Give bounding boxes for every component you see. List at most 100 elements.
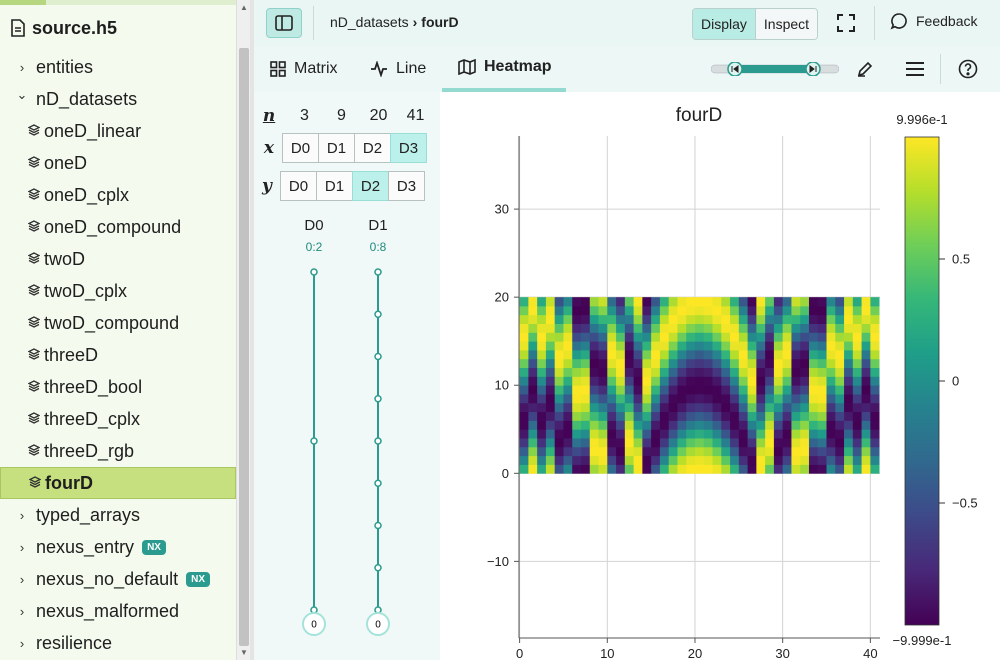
tree-item-label: oneD xyxy=(44,152,88,173)
heatmap-cells xyxy=(519,297,880,474)
tree-dataset[interactable]: fourD xyxy=(0,467,236,499)
tree-group[interactable]: › nexus_entry NX xyxy=(0,531,236,563)
heatmap-cell xyxy=(765,455,775,465)
edit-domain-button[interactable] xyxy=(856,60,874,83)
heatmap-cell xyxy=(844,350,854,360)
sidebar-scrollbar[interactable]: ▲ ▼ xyxy=(236,0,250,660)
feedback-button[interactable]: Feedback xyxy=(890,12,977,30)
layers-icon xyxy=(27,443,41,459)
heatmap-cell xyxy=(738,297,748,307)
slider-handle-value: 0 xyxy=(311,620,317,631)
heatmap-cell xyxy=(528,429,538,439)
heatmap-cell xyxy=(765,402,775,413)
x-dim-button[interactable]: D3 xyxy=(390,133,427,163)
sidebar-scrollbar-thumb[interactable] xyxy=(239,48,249,646)
heatmap-cell xyxy=(694,446,705,457)
heatmap-cell xyxy=(730,438,740,448)
y-dim-button[interactable]: D2 xyxy=(352,171,389,201)
x-dim-button[interactable]: D0 xyxy=(282,133,319,163)
tree-group[interactable]: › entities xyxy=(0,51,236,83)
tree-item-label: threeD xyxy=(44,344,99,365)
heatmap-cell xyxy=(537,358,547,369)
tree-group[interactable]: › nexus_no_default NX xyxy=(0,563,236,595)
help-button[interactable] xyxy=(958,59,978,84)
heatmap-cell xyxy=(712,394,722,404)
heatmap-cell xyxy=(773,341,784,351)
heatmap-cell xyxy=(844,376,854,386)
heatmap-cell xyxy=(791,402,801,413)
heatmap-cell xyxy=(519,446,529,457)
heatmap-cell xyxy=(616,332,626,342)
tree-dataset[interactable]: threeD_bool xyxy=(0,371,236,403)
heatmap-cell xyxy=(738,367,748,377)
heatmap-cell xyxy=(730,464,740,474)
heatmap-cell xyxy=(756,394,766,404)
display-button[interactable]: Display xyxy=(693,9,755,39)
x-dim-button[interactable]: D1 xyxy=(318,133,355,163)
tree-dataset[interactable]: twoD_cplx xyxy=(0,275,236,307)
tree-dataset[interactable]: oneD_linear xyxy=(0,115,236,147)
tab-heatmap[interactable]: Heatmap xyxy=(442,46,566,92)
tab-matrix[interactable]: Matrix xyxy=(270,46,338,92)
heatmap-cell xyxy=(861,455,871,465)
sidebar-resize-handle[interactable] xyxy=(250,0,254,660)
tree-dataset[interactable]: oneD xyxy=(0,147,236,179)
tree-group[interactable]: › resilience xyxy=(0,627,236,659)
heatmap-cell xyxy=(835,358,845,369)
heatmap-cell xyxy=(773,455,784,465)
heatmap-cell xyxy=(747,420,757,430)
menu-button[interactable] xyxy=(904,60,926,83)
slider-stop xyxy=(310,437,318,445)
heatmap-cell xyxy=(580,411,591,421)
heatmap-cell xyxy=(782,305,792,316)
fullscreen-button[interactable] xyxy=(834,10,858,36)
heatmap-cell xyxy=(870,376,880,386)
heatmap-chart[interactable]: fourD 0 10 20 30 40 −10 0 10 20 30 9.996e-1 −9.999e-… xyxy=(440,92,1000,661)
file-root[interactable]: source.h5 xyxy=(0,12,236,44)
tree-group[interactable]: › typed_arrays xyxy=(0,499,236,531)
heatmap-cell xyxy=(537,332,547,342)
tab-line[interactable]: Line xyxy=(370,46,426,92)
heatmap-cell xyxy=(712,420,722,430)
heatmap-cell xyxy=(677,341,687,351)
tree-dataset[interactable]: threeD_cplx xyxy=(0,403,236,435)
heatmap-cell xyxy=(651,350,661,360)
heatmap-cell xyxy=(712,358,722,369)
heatmap-cell xyxy=(545,314,556,324)
colorbar xyxy=(904,136,940,626)
inspect-button[interactable]: Inspect xyxy=(754,9,818,39)
heatmap-cell xyxy=(747,323,757,333)
tree-dataset[interactable]: oneD_compound xyxy=(0,211,236,243)
x-dim-button[interactable]: D2 xyxy=(354,133,391,163)
heatmap-cell xyxy=(624,385,635,395)
tree-dataset[interactable]: threeD_rgb xyxy=(0,435,236,467)
heatmap-cell xyxy=(659,314,670,324)
heatmap-cell xyxy=(765,323,775,333)
breadcrumb-current: fourD xyxy=(421,14,459,30)
heatmap-cell xyxy=(616,411,626,421)
colormap-range-slider[interactable] xyxy=(711,62,839,76)
heatmap-cell xyxy=(765,429,775,439)
tree-dataset[interactable]: oneD_cplx xyxy=(0,179,236,211)
heatmap-cell xyxy=(782,411,792,421)
heatmap-cell xyxy=(712,305,722,316)
y-tick-label: −10 xyxy=(487,554,509,569)
heatmap-cell xyxy=(703,358,713,369)
heatmap-cell xyxy=(589,402,599,413)
y-dim-button[interactable]: D3 xyxy=(388,171,425,201)
heatmap-cell xyxy=(651,341,661,351)
tree-group[interactable]: ⌄ nD_datasets xyxy=(0,83,236,115)
heatmap-cell xyxy=(747,376,757,386)
tree-dataset[interactable]: twoD_compound xyxy=(0,307,236,339)
heatmap-cell xyxy=(808,385,819,395)
y-dim-button[interactable]: D0 xyxy=(280,171,317,201)
toggle-sidebar-button[interactable] xyxy=(266,8,302,38)
tree-dataset[interactable]: threeD xyxy=(0,339,236,371)
y-dim-button[interactable]: D1 xyxy=(316,171,353,201)
tree-group[interactable]: › nexus_malformed xyxy=(0,595,236,627)
breadcrumb-parent[interactable]: nD_datasets xyxy=(330,14,409,30)
heatmap-cell xyxy=(686,429,696,439)
heatmap-cell xyxy=(528,341,538,351)
tree-dataset[interactable]: twoD xyxy=(0,243,236,275)
